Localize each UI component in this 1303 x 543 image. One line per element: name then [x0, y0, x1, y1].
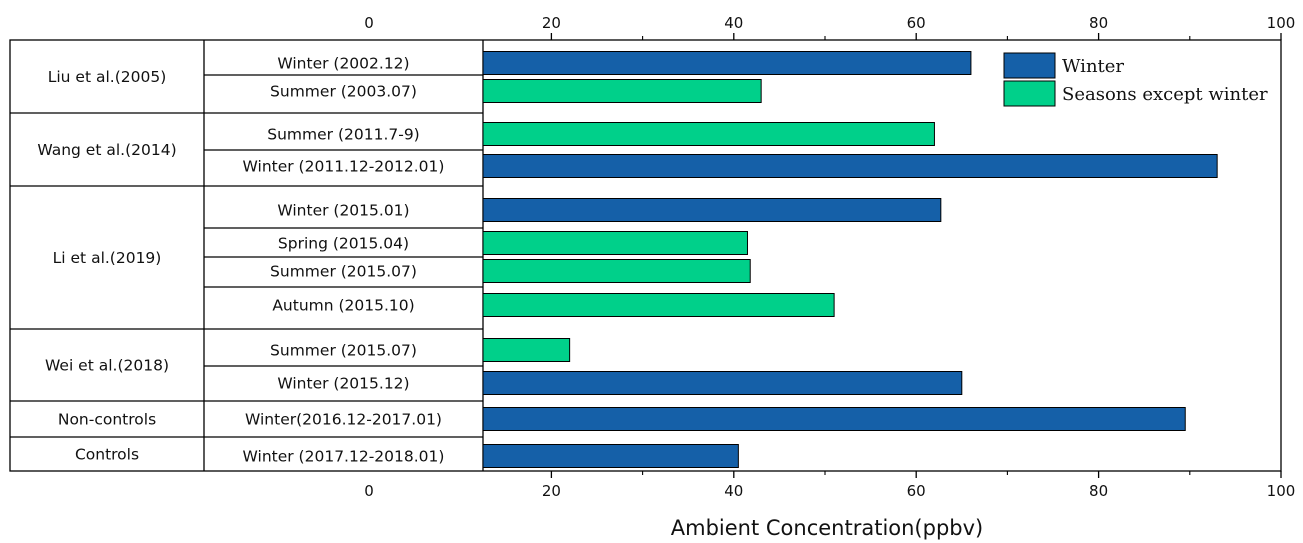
row-label: Winter (2002.12) [277, 55, 409, 73]
bars [482, 51, 1218, 468]
x-tick-label-top: 20 [542, 14, 561, 32]
x-tick-label-top: 40 [724, 14, 743, 32]
x-tick-label-top: 80 [1089, 14, 1108, 32]
row-label: Autumn (2015.10) [272, 297, 414, 315]
bar [482, 444, 739, 468]
bar [482, 154, 1218, 178]
legend-label: Seasons except winter [1062, 84, 1268, 105]
group-label: Liu et al.(2005) [48, 68, 167, 86]
legend: Winter Seasons except winter [1003, 52, 1268, 107]
x-tick-label-top: 60 [907, 14, 926, 32]
plot-frame [9, 39, 1282, 472]
x-tick-label-top: 0 [364, 14, 374, 32]
bar [482, 198, 942, 222]
row-label: Summer (2015.07) [270, 263, 417, 281]
row-label: Summer (2011.7-9) [267, 126, 419, 144]
bar [482, 259, 751, 283]
row-label: Summer (2003.07) [270, 83, 417, 101]
bar [482, 338, 571, 362]
x-tick-label-bottom: 100 [1267, 482, 1296, 500]
bar [482, 293, 835, 317]
legend-label: Winter [1062, 56, 1124, 77]
bar [482, 51, 972, 75]
row-label: Winter (2015.01) [277, 202, 409, 220]
bar [482, 79, 762, 103]
x-tick-label-top: 100 [1267, 14, 1296, 32]
row-label: Winter(2016.12-2017.01) [245, 411, 442, 429]
group-label: Wei et al.(2018) [45, 357, 169, 375]
bar [482, 122, 935, 146]
group-label: Li et al.(2019) [53, 249, 162, 267]
group-label: Controls [75, 446, 139, 464]
row-label: Winter (2017.12-2018.01) [243, 448, 445, 466]
label-table: Liu et al.(2005) Winter (2002.12) Summer (… [10, 40, 484, 471]
row-label: Winter (2015.12) [277, 375, 409, 393]
row-label: Spring (2015.04) [278, 235, 409, 253]
bar [482, 231, 748, 255]
group-label: Non-controls [58, 411, 156, 429]
row-label: Summer (2015.07) [270, 342, 417, 360]
x-tick-label-bottom: 80 [1089, 482, 1108, 500]
bar [482, 407, 1186, 431]
bar [482, 371, 963, 395]
x-tick-label-bottom: 60 [907, 482, 926, 500]
x-tick-label-bottom: 20 [542, 482, 561, 500]
x-tick-label-bottom: 40 [724, 482, 743, 500]
x-axis-title: Ambient Concentration(ppbv) [671, 516, 984, 540]
legend-swatch [1003, 52, 1056, 79]
legend-swatch [1003, 80, 1056, 107]
axes: 0 0 20 20 40 40 60 60 80 80 100 100 [9, 14, 1296, 500]
x-tick-label-bottom: 0 [364, 482, 374, 500]
group-label: Wang et al.(2014) [37, 141, 176, 159]
row-label: Winter (2011.12-2012.01) [243, 158, 445, 176]
